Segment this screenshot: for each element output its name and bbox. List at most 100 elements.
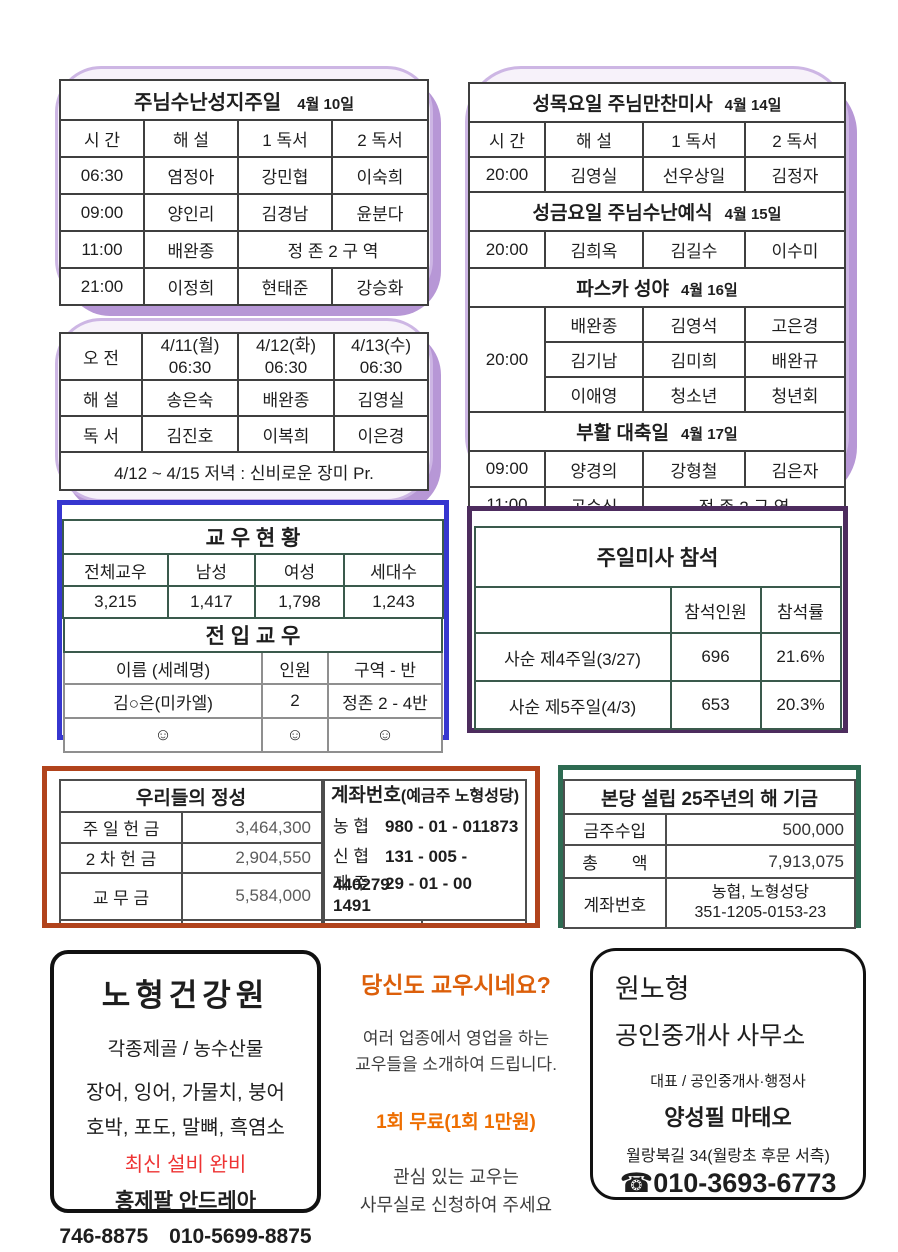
table-row: 시 간 해 설 1 독서 2 독서 — [468, 121, 846, 158]
account-row: 제 주 29 - 01 - 00 1491 — [325, 873, 525, 919]
attendance-table: 주일미사 참석 참석인원 참석률 사순 제4주일(3/27) 696 21.6%… — [473, 526, 842, 730]
easter-title: 부활 대축일 — [576, 423, 669, 444]
smiley-icon: ☺ — [327, 717, 443, 753]
table-row: 과년도교무금 650,000 — [61, 918, 323, 923]
cell: 650,000 — [181, 918, 323, 923]
cell: 이애영 — [544, 376, 644, 413]
cell: 5,584,000 — [181, 872, 323, 921]
cell: 주 일 헌 금 — [61, 811, 183, 844]
cell: 500,000 — [664, 813, 857, 846]
cell: 김○은(미카엘) — [63, 683, 263, 719]
members-table: 교 우 현 황 전체교우 남성 여성 세대수 3,215 1,417 1,798… — [62, 519, 444, 619]
cell: 653 — [669, 680, 762, 730]
cell: 청년회 — [744, 376, 846, 413]
cell: 양인리 — [143, 193, 239, 232]
table-row: 주 일 헌 금 3,464,300 — [61, 811, 323, 844]
health-shop-items: 장어, 잉어, 가물치, 붕어 — [86, 1082, 285, 1104]
cell: 이숙희 — [331, 156, 429, 195]
phone-icon: ☎ — [619, 1168, 654, 1198]
table-row: 전체교우 남성 여성 세대수 — [62, 553, 444, 587]
cell: 이름 (세례명) — [63, 651, 263, 685]
table-row: 오 전 4/11(월) 06:30 4/12(화) 06:30 4/13(수) … — [59, 332, 429, 381]
weekday-card: 오 전 4/11(월) 06:30 4/12(화) 06:30 4/13(수) … — [55, 318, 433, 502]
fund-account-cell: 농협, 노형성당 351-1205-0153-23 — [664, 877, 857, 929]
table-row: 시 간 해 설 1 독서 2 독서 — [59, 119, 429, 158]
friday-date: 4월 15일 — [724, 206, 782, 223]
cell: 오 전 — [59, 332, 143, 381]
table-row: 11:00 배완종 정 존 2 구 역 — [59, 230, 429, 269]
cell: 김진호 — [141, 415, 239, 453]
cell: 해 설 — [59, 379, 143, 417]
thursday-title: 성목요일 주님만찬미사 — [532, 94, 713, 115]
cell: 09:00 — [468, 450, 546, 488]
account-number: 131 - 005 - 440279 — [333, 847, 468, 894]
table-row: 우리들의 정성 — [61, 781, 323, 814]
smiley-icon: ☺ — [261, 717, 329, 753]
cell: 강승화 — [331, 267, 429, 306]
cell: 과년도교무금 — [61, 918, 183, 923]
vigil-title: 파스카 성야 — [576, 279, 669, 300]
palm-title: 주님수난성지주일 — [134, 91, 282, 114]
realty-name: 원노형 — [615, 974, 690, 1004]
cell: 3,215 — [62, 585, 169, 619]
cell: 김영석 — [642, 306, 746, 343]
cell: 청소년 — [642, 376, 746, 413]
health-shop-items: 호박, 포도, 말뼈, 흑염소 — [86, 1117, 285, 1139]
cell: 696 — [669, 632, 762, 682]
cell: 세대수 — [343, 553, 444, 587]
realty-phone-line: ☎010-3693-6773 — [593, 1168, 863, 1199]
account-number: 29 - 01 - 00 — [385, 874, 472, 893]
cell: 남성 — [166, 553, 256, 587]
cell: 여성 — [253, 553, 346, 587]
cell: 1,243 — [343, 585, 444, 619]
cell: 20:00 — [468, 230, 546, 269]
cell: 김희옥 — [544, 230, 644, 269]
cell: 김미희 — [642, 341, 746, 378]
cell: 양경의 — [544, 450, 644, 488]
cell: 김경남 — [237, 193, 333, 232]
cell: 2 독서 — [744, 121, 846, 158]
cell: 인원 — [261, 651, 329, 685]
realty-address: 월랑북길 34(월랑초 후문 서측) — [626, 1148, 830, 1165]
cell: 현태준 — [237, 267, 333, 306]
health-shop-highlight: 최신 설비 완비 — [124, 1154, 247, 1176]
accounts-header: 계좌번호(예금주 노형성당) — [325, 781, 525, 813]
cell: 염정아 — [143, 156, 239, 195]
table-row: 이애영 청소년 청년회 — [469, 376, 846, 413]
account-number: 980 - 01 - 011873 — [385, 817, 519, 836]
vigil-date: 4월 16일 — [680, 282, 738, 299]
cell: 정 존 2 구 역 — [237, 230, 429, 269]
realty-person: 양성필 마태오 — [664, 1105, 792, 1130]
cell: 전체교우 — [62, 553, 169, 587]
bank-name: 제 주 — [333, 874, 370, 893]
rosary-note-cell: 4/12 ~ 4/15 저녁 : 신비로운 장미 Pr. — [59, 451, 429, 491]
cell: 시 간 — [59, 119, 145, 158]
table-row: ☺ ☺ ☺ — [63, 717, 443, 753]
cell: 이정희 — [143, 267, 239, 306]
cell: 11:00 — [59, 230, 145, 269]
cell: 김길수 — [642, 230, 746, 269]
cell: 송은숙 — [141, 379, 239, 417]
transfer-table: 전 입 교 우 이름 (세례명) 인원 구역 - 반 김○은(미카엘) 2 정존… — [63, 617, 443, 753]
cell: 성소후원비 — [325, 921, 421, 923]
cell: 해 설 — [143, 119, 239, 158]
cell: 김영실 — [544, 156, 644, 193]
promo-section: 당신도 교우시네요? 여러 업종에서 영업을 하는 교우들을 소개하여 드립니다… — [328, 966, 584, 1219]
cell: 2 독서 — [331, 119, 429, 158]
cell: 총 액 — [563, 844, 667, 879]
promo-footer: 관심 있는 교우는 사무실로 신청하여 주세요 — [359, 1166, 553, 1215]
table-row: 성금요일 주님수난예식 4월 15일 — [468, 191, 846, 232]
fund-box: 본당 설립 25주년의 해 기금 금주수입 500,000 총 액 7,913,… — [558, 765, 861, 929]
cell: 21:00 — [59, 267, 145, 306]
cell: 20:00 — [468, 156, 546, 193]
cell: 김영실 — [333, 379, 429, 417]
table-row: 20:00 김영실 선우상일 김정자 — [468, 156, 846, 193]
table-row: 독 서 김진호 이복희 이은경 — [59, 415, 429, 453]
cell: 2 차 헌 금 — [61, 841, 183, 875]
account-row: 농 협 980 - 01 - 011873 — [325, 813, 525, 843]
cell: 사순 제5주일(4/3) — [473, 680, 672, 730]
table-row: 김기남 김미희 배완규 — [469, 341, 846, 378]
cell: 배완종 — [544, 306, 644, 343]
